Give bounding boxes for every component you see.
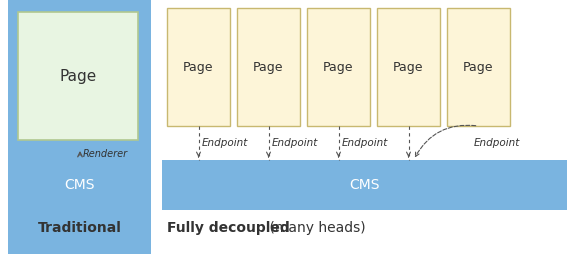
- Text: CMS: CMS: [349, 178, 380, 192]
- Text: Renderer: Renderer: [83, 149, 128, 159]
- Text: Page: Page: [183, 60, 214, 73]
- Text: Page: Page: [393, 60, 424, 73]
- Bar: [8, 0, 151, 254]
- Bar: [18, 12, 138, 140]
- Bar: [447, 8, 510, 126]
- Text: Endpoint: Endpoint: [271, 138, 318, 148]
- Text: (many heads): (many heads): [265, 221, 366, 235]
- Text: Page: Page: [323, 60, 354, 73]
- Text: Endpoint: Endpoint: [473, 138, 520, 148]
- Bar: [307, 8, 370, 126]
- Text: Fully decoupled: Fully decoupled: [167, 221, 290, 235]
- Text: CMS: CMS: [64, 178, 95, 192]
- Bar: [167, 8, 230, 126]
- Bar: [377, 8, 440, 126]
- Text: Endpoint: Endpoint: [342, 138, 388, 148]
- Text: Page: Page: [59, 69, 97, 84]
- Text: Endpoint: Endpoint: [201, 138, 248, 148]
- Bar: [237, 8, 300, 126]
- Text: Page: Page: [253, 60, 283, 73]
- Bar: [162, 160, 567, 210]
- Text: Page: Page: [463, 60, 494, 73]
- Text: Traditional: Traditional: [37, 221, 121, 235]
